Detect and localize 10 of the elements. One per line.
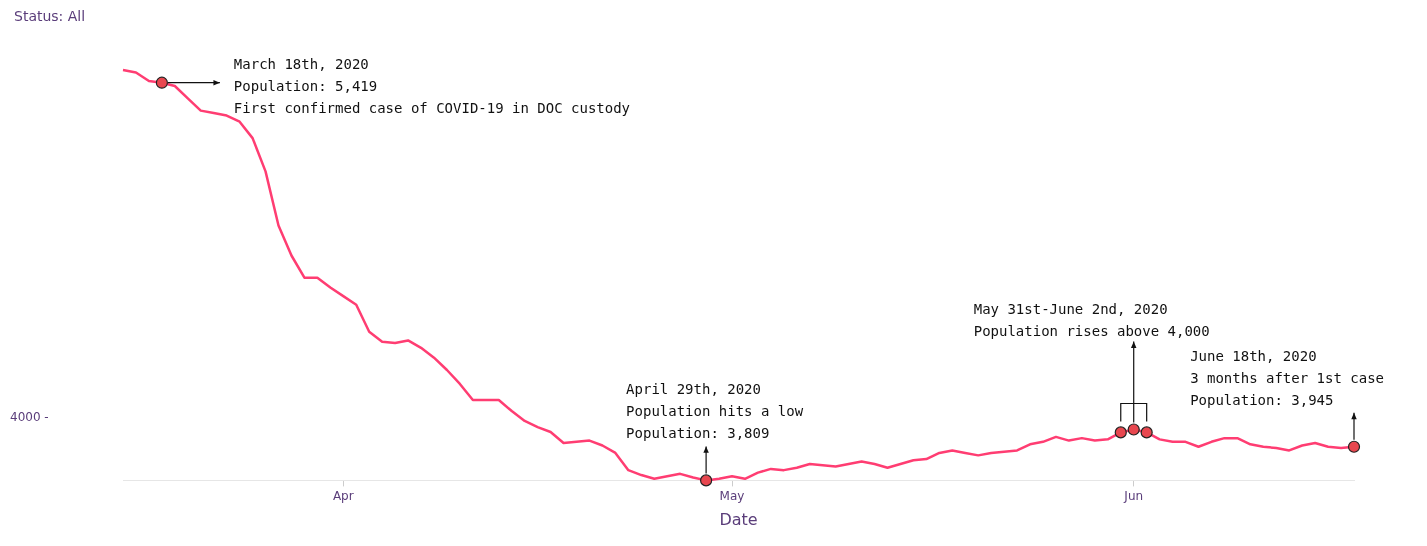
x-axis-title: Date: [719, 509, 758, 529]
text: 4000 -: [10, 410, 49, 425]
annotation: April 29th, 2020 Population hits a low Population: 3,809: [626, 381, 804, 442]
annotation: June 18th, 2020 3 months after 1st case Population: 3,945: [1190, 347, 1385, 408]
x-tick-label: Apr: [332, 488, 354, 503]
annotation: March 18th, 2020 Population: 5,419 First confirmed case of COVID-19 in DOC custody: [233, 55, 631, 116]
x-tick-label: May: [719, 488, 745, 503]
text: Status: All: [14, 7, 86, 24]
annotation: May 31st-June 2nd, 2020 Population rises above 4,000: [973, 300, 1210, 339]
x-tick-label: Jun: [1123, 488, 1144, 503]
